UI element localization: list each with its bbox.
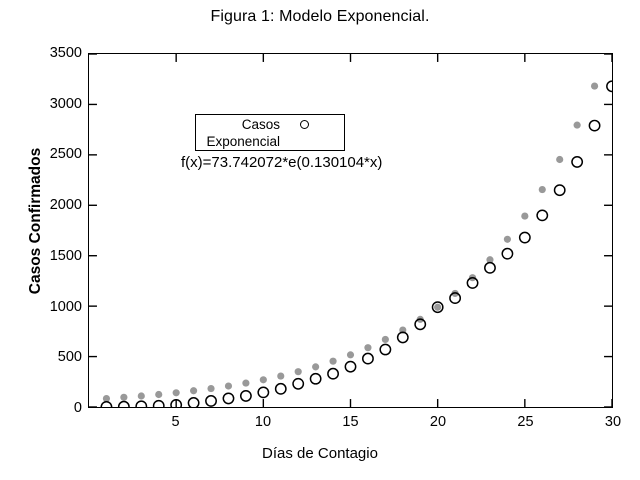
y-tick-label: 2000 xyxy=(49,197,82,214)
x-tick-label: 15 xyxy=(342,414,359,430)
x-tick-label: 20 xyxy=(429,414,447,430)
x-tick-label: 25 xyxy=(517,414,534,430)
plot-canvas xyxy=(89,54,612,407)
plot-area: Casos Exponencial f(x)=73.742072*e(0.130… xyxy=(88,53,613,408)
y-tick-label: 0 xyxy=(73,400,82,416)
y-tick-label: 3500 xyxy=(49,45,82,61)
x-tick-label: 5 xyxy=(171,414,180,430)
x-tick-label: 10 xyxy=(254,414,272,430)
y-axis-label: Casos Confirmados xyxy=(27,147,44,295)
chart-title: Figura 1: Modelo Exponencial. xyxy=(210,8,430,25)
legend-box: Casos Exponencial xyxy=(195,114,345,151)
legend-label-casos: Casos xyxy=(241,116,280,132)
y-tick-label: 1500 xyxy=(49,247,82,264)
legend-entry-exponencial: Exponencial xyxy=(196,133,344,150)
y-tick-label: 500 xyxy=(57,349,82,366)
y-tick-label: 3000 xyxy=(49,95,82,112)
model-series-markers xyxy=(102,82,599,403)
legend-label-exponencial: Exponencial xyxy=(206,133,280,149)
x-axis-tick-labels: 5 10 15 20 25 30 xyxy=(88,414,621,436)
legend-marker-open-circle-icon xyxy=(280,117,338,133)
equation-annotation: f(x)=73.742072*e(0.130104*x) xyxy=(181,154,383,171)
data-series-markers xyxy=(100,80,612,407)
y-tick-label: 2500 xyxy=(49,146,82,163)
y-axis-tick-labels: 0 500 1000 1500 2000 2500 3000 3500 xyxy=(0,46,82,416)
x-axis-label: Días de Contagio xyxy=(262,445,378,462)
legend-marker-dots-icon xyxy=(280,134,338,150)
legend-entry-casos: Casos xyxy=(196,116,344,133)
y-tick-label: 1000 xyxy=(49,298,82,315)
x-tick-label: 30 xyxy=(604,414,622,430)
